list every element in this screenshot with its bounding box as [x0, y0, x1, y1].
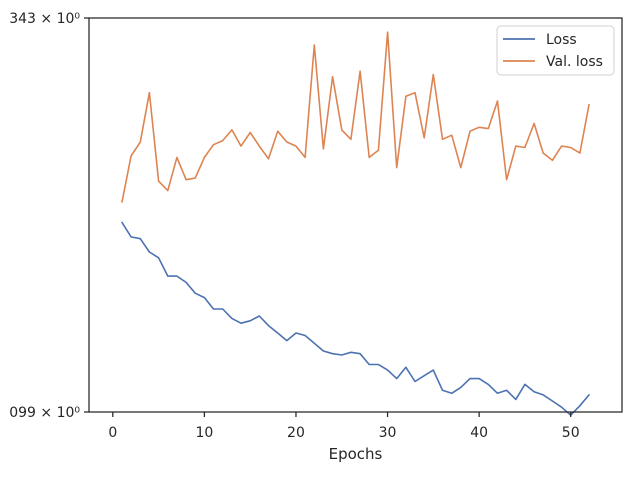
y-tick-label: 099 × 10⁰ — [9, 405, 80, 421]
legend-label-val-loss: Val. loss — [546, 54, 603, 70]
series-line-val-loss — [121, 31, 590, 203]
x-axis-ticks: 0 10 20 30 40 50 — [108, 412, 580, 441]
legend: Loss Val. loss — [496, 25, 615, 76]
y-tick-label: 343 × 10⁰ — [9, 11, 80, 27]
plot-frame — [88, 17, 623, 413]
y-axis-ticks: 343 × 10⁰ 099 × 10⁰ — [9, 11, 89, 421]
x-tick-label: 20 — [287, 425, 305, 441]
x-tick-label: 10 — [195, 425, 213, 441]
x-tick-label: 0 — [108, 425, 117, 441]
x-tick-label: 50 — [562, 425, 580, 441]
x-axis-label: Epochs — [329, 445, 383, 463]
x-tick-label: 40 — [470, 425, 488, 441]
plot-background — [89, 18, 622, 412]
x-tick-label: 30 — [379, 425, 397, 441]
series-layer — [121, 31, 590, 417]
series-line-loss — [121, 221, 590, 417]
legend-label-loss: Loss — [546, 32, 577, 48]
